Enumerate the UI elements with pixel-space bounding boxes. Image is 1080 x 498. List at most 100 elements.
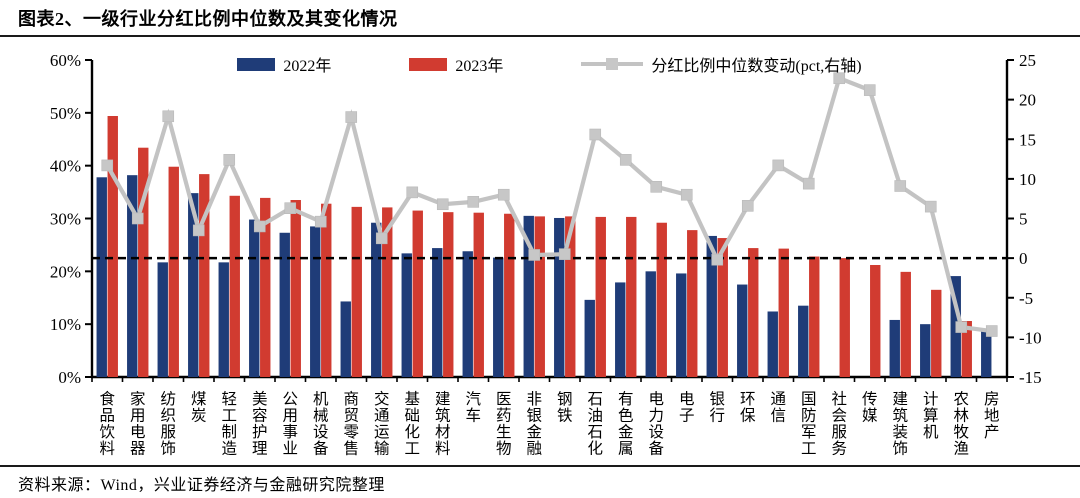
legend-square-marker-icon <box>606 58 619 70</box>
bar-2022年-轻工制造 <box>218 262 229 377</box>
bar-2023年-医药生物 <box>504 213 515 377</box>
x-category-label: 公用事业 <box>282 391 298 458</box>
x-category-label: 电子 <box>679 390 695 425</box>
x-category-label: 钢铁 <box>557 390 573 425</box>
change-marker-美容护理 <box>253 220 266 233</box>
right-tick-label: 15 <box>1019 130 1036 149</box>
left-tick-label: 20% <box>50 262 81 281</box>
bar-2022年-银行 <box>706 235 717 377</box>
x-category-label: 汽车 <box>465 390 481 425</box>
x-category-label: 建筑装饰 <box>892 390 908 458</box>
bar-2022年-商贸零售 <box>340 301 351 377</box>
bar-2022年-电力设备 <box>645 271 656 377</box>
change-marker-建筑材料 <box>436 198 449 211</box>
x-category-label: 电力设备 <box>648 390 664 458</box>
bar-2023年-建筑装饰 <box>900 271 911 377</box>
bar-2022年-计算机 <box>920 324 931 377</box>
x-category-label: 通信 <box>770 390 786 425</box>
x-category-label: 银行 <box>709 390 725 425</box>
right-tick-label: 5 <box>1019 210 1028 229</box>
bar-2023年-公用事业 <box>290 200 301 377</box>
bar-2022年-建筑装饰 <box>889 319 900 377</box>
bar-2022年-美容护理 <box>249 219 260 377</box>
bar-2022年-机械设备 <box>310 226 321 377</box>
x-category-label: 农林牧渔 <box>953 390 969 458</box>
x-category-label: 商贸零售 <box>343 390 359 458</box>
change-marker-汽车 <box>467 196 480 208</box>
right-tick-label: 0 <box>1019 249 1028 268</box>
legend-swatch-change-line <box>581 58 644 70</box>
change-marker-食品饮料 <box>101 159 114 172</box>
bar-2023年-食品饮料 <box>107 116 118 378</box>
footer-divider <box>0 465 1080 467</box>
right-tick-label: 20 <box>1019 91 1036 110</box>
x-category-label: 计算机 <box>923 390 939 441</box>
change-marker-煤炭 <box>192 224 205 237</box>
right-tick-label: 10 <box>1019 170 1036 189</box>
change-marker-计算机 <box>924 200 937 213</box>
change-marker-家用电器 <box>131 212 144 225</box>
left-tick-label: 10% <box>50 315 81 334</box>
change-marker-环保 <box>741 200 754 212</box>
right-tick-label: -5 <box>1019 289 1033 308</box>
x-category-label: 基础化工 <box>404 390 420 458</box>
change-marker-传媒 <box>863 84 876 96</box>
right-tick-label: 25 <box>1019 51 1036 70</box>
change-marker-机械设备 <box>314 215 327 228</box>
figure-title: 图表2、一级行业分红比例中位数及其变化情况 <box>18 9 398 29</box>
legend-label-2023: 2023年 <box>455 58 504 75</box>
x-category-label: 非银金融 <box>526 390 542 458</box>
legend-swatch-2023 <box>409 57 448 71</box>
bar-2023年-汽车 <box>473 212 484 377</box>
change-marker-轻工制造 <box>223 154 236 166</box>
bar-2022年-钢铁 <box>554 217 565 377</box>
x-category-label: 食品饮料 <box>99 390 115 458</box>
x-category-label: 社会服务 <box>831 390 847 458</box>
legend-swatch-2022 <box>237 57 276 71</box>
bar-2023年-银行 <box>717 238 728 377</box>
x-category-label: 建筑材料 <box>435 390 451 458</box>
left-tick-label: 0% <box>58 368 81 387</box>
legend-item-2022: 2022年 <box>237 52 331 76</box>
bar-2023年-电力设备 <box>656 222 667 377</box>
bar-2022年-纺织服饰 <box>157 262 168 377</box>
x-category-label: 轻工制造 <box>221 390 237 458</box>
bar-2022年-建筑材料 <box>432 248 443 377</box>
left-tick-label: 30% <box>50 210 81 229</box>
bar-2023年-计算机 <box>931 289 942 377</box>
x-category-label: 环保 <box>740 391 756 425</box>
right-tick-label: -15 <box>1019 368 1042 387</box>
bar-2023年-家用电器 <box>138 147 149 377</box>
bar-2022年-汽车 <box>462 251 473 377</box>
legend-label-2022: 2022年 <box>283 58 332 75</box>
change-marker-电子 <box>680 188 693 201</box>
bar-2023年-环保 <box>748 248 759 377</box>
bar-2023年-有色金属 <box>626 216 637 377</box>
change-marker-有色金属 <box>619 154 632 166</box>
bar-2023年-煤炭 <box>199 174 210 377</box>
x-category-label: 房地产 <box>984 390 1000 441</box>
bar-2022年-公用事业 <box>279 232 290 377</box>
change-marker-石油石化 <box>589 128 602 141</box>
x-category-label: 医药生物 <box>496 391 512 458</box>
bar-2023年-农林牧渔 <box>961 320 972 377</box>
change-marker-公用事业 <box>284 202 297 214</box>
bar-2022年-环保 <box>737 284 748 377</box>
bar-2022年-基础化工 <box>401 253 412 377</box>
legend-item-change: 分红比例中位数变动(pct,右轴) <box>581 52 862 76</box>
left-tick-label: 50% <box>50 104 81 123</box>
x-category-label: 机械设备 <box>313 390 329 458</box>
change-marker-银行 <box>711 253 724 266</box>
source-note: 资料来源：Wind，兴业证券经济与金融研究院整理 <box>18 477 385 494</box>
change-marker-交通运输 <box>375 232 388 245</box>
bar-2022年-非银金融 <box>523 215 534 377</box>
change-marker-医药生物 <box>497 188 510 201</box>
x-category-label: 纺织服饰 <box>160 390 176 458</box>
bar-2023年-社会服务 <box>839 258 850 377</box>
left-tick-label: 40% <box>50 157 81 176</box>
bar-2022年-食品饮料 <box>96 177 107 377</box>
bar-2023年-纺织服饰 <box>168 166 179 377</box>
bar-2022年-国防军工 <box>798 305 809 377</box>
